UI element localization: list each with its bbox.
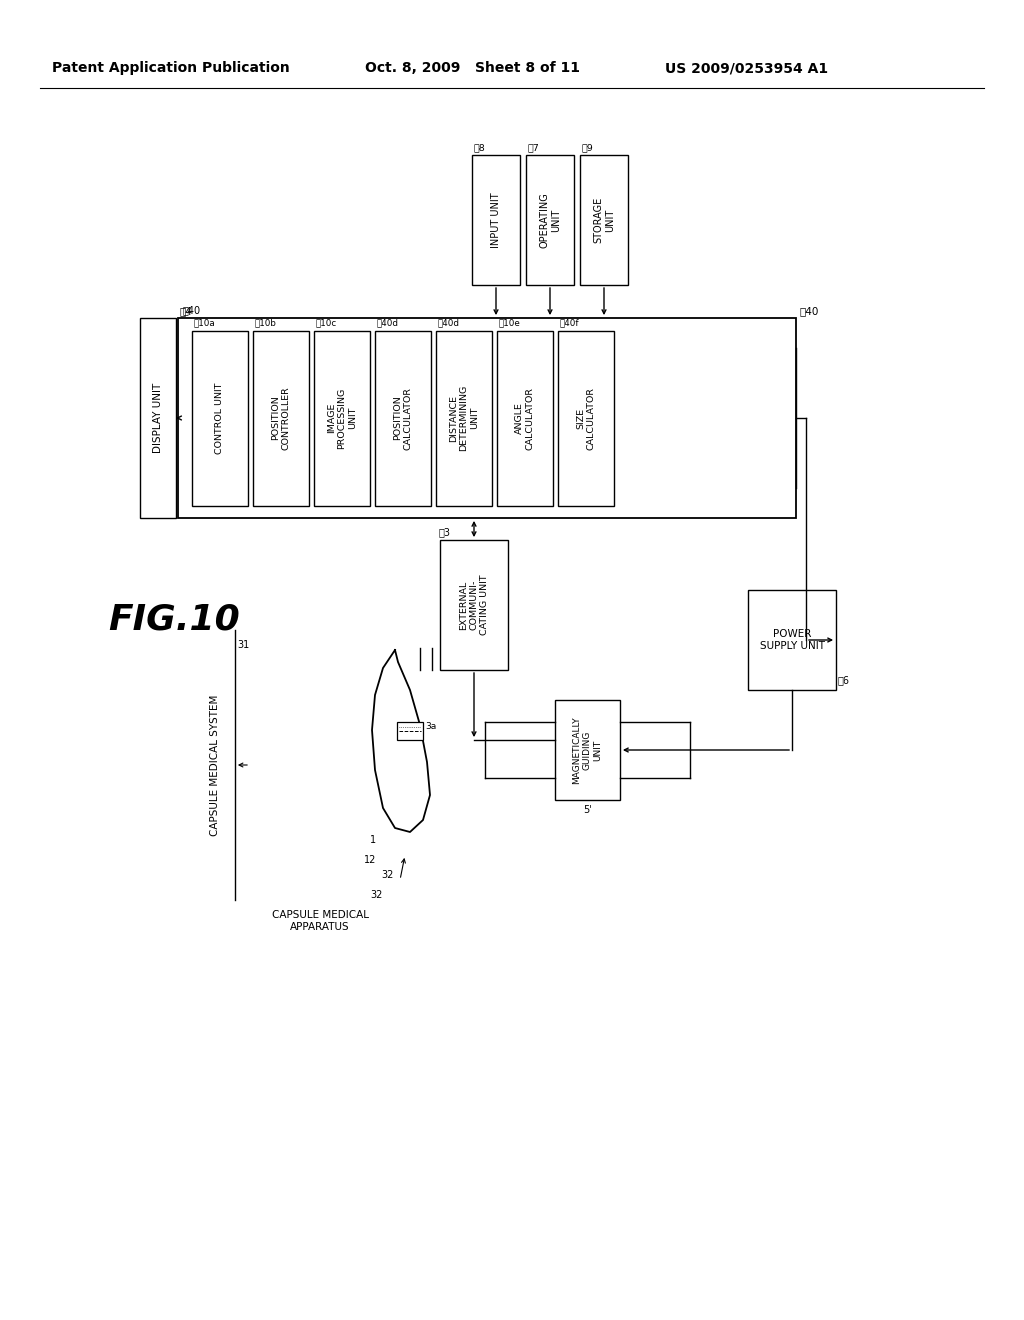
Text: POWER
SUPPLY UNIT: POWER SUPPLY UNIT [760, 630, 824, 651]
Text: 〈4: 〈4 [179, 306, 191, 315]
Text: US 2009/0253954 A1: US 2009/0253954 A1 [665, 61, 828, 75]
Bar [436, 330, 492, 506]
Text: CAPSULE MEDICAL
APPARATUS: CAPSULE MEDICAL APPARATUS [271, 909, 369, 932]
Text: 〈40d: 〈40d [438, 318, 460, 327]
Text: 5': 5' [583, 805, 592, 814]
Text: 〈40d: 〈40d [377, 318, 399, 327]
Text: 3a: 3a [425, 722, 436, 731]
Text: 〈40f: 〈40f [560, 318, 580, 327]
Text: CAPSULE MEDICAL SYSTEM: CAPSULE MEDICAL SYSTEM [210, 694, 220, 836]
Bar [397, 722, 423, 741]
Bar [748, 590, 836, 690]
Text: IMAGE
PROCESSING
UNIT: IMAGE PROCESSING UNIT [327, 387, 357, 449]
Bar [140, 318, 176, 517]
Bar [555, 700, 620, 800]
Text: EXTERNAL
COMMUNI-
CATING UNIT: EXTERNAL COMMUNI- CATING UNIT [459, 574, 488, 635]
Text: 〈10e: 〈10e [499, 318, 521, 327]
Text: 〈40: 〈40 [799, 306, 818, 315]
Text: 31: 31 [237, 640, 249, 649]
Bar [497, 330, 553, 506]
Text: 32: 32 [382, 870, 394, 880]
Bar [314, 330, 370, 506]
Bar [193, 330, 248, 506]
Text: SIZE
CALCULATOR: SIZE CALCULATOR [577, 387, 596, 450]
Text: ANGLE
CALCULATOR: ANGLE CALCULATOR [515, 387, 535, 450]
Text: 12: 12 [364, 855, 376, 865]
Text: INPUT UNIT: INPUT UNIT [490, 193, 501, 248]
Text: 〈10c: 〈10c [316, 318, 337, 327]
Text: FIG.10: FIG.10 [108, 603, 240, 638]
Bar [253, 330, 309, 506]
Text: 32: 32 [370, 890, 382, 900]
Text: 1: 1 [370, 836, 376, 845]
Text: POSITION
CONTROLLER: POSITION CONTROLLER [271, 387, 291, 450]
Text: DISPLAY UNIT: DISPLAY UNIT [153, 383, 163, 453]
Text: POSITION
CALCULATOR: POSITION CALCULATOR [393, 387, 413, 450]
Text: 〈6: 〈6 [838, 675, 850, 685]
Text: MAGNETICALLY
GUIDING
UNIT: MAGNETICALLY GUIDING UNIT [572, 717, 602, 784]
Text: 〈7: 〈7 [528, 143, 540, 152]
Bar [472, 154, 520, 285]
Text: 〈3: 〈3 [439, 527, 451, 537]
Bar [440, 540, 508, 671]
Bar [558, 330, 614, 506]
Text: Patent Application Publication: Patent Application Publication [52, 61, 290, 75]
Bar [178, 318, 796, 517]
Text: 〈8: 〈8 [474, 143, 485, 152]
Bar [580, 154, 628, 285]
Text: STORAGE
UNIT: STORAGE UNIT [593, 197, 614, 243]
Text: OPERATING
UNIT: OPERATING UNIT [540, 193, 561, 248]
Text: Oct. 8, 2009   Sheet 8 of 11: Oct. 8, 2009 Sheet 8 of 11 [365, 61, 580, 75]
Bar [375, 330, 431, 506]
Text: 〈10a: 〈10a [194, 318, 216, 327]
Text: 〈40: 〈40 [183, 305, 201, 315]
Text: CONTROL UNIT: CONTROL UNIT [215, 383, 224, 454]
Text: DISTANCE
DETERMINING
UNIT: DISTANCE DETERMINING UNIT [450, 385, 479, 451]
Text: 〈10b: 〈10b [255, 318, 276, 327]
Bar [526, 154, 574, 285]
Text: 〈9: 〈9 [582, 143, 594, 152]
